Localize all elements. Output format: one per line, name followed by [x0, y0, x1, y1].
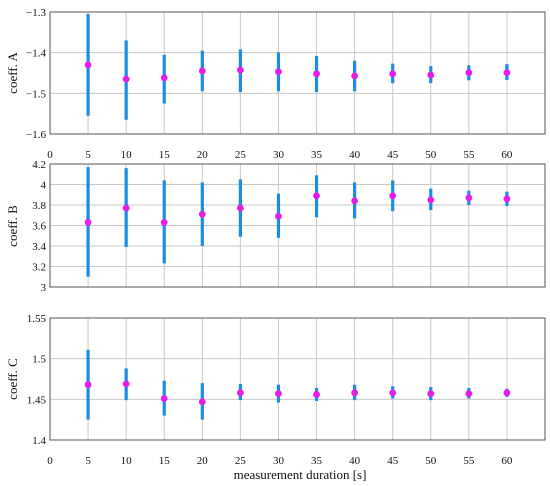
- x-tick-label-c: 0: [47, 455, 53, 467]
- data-point-c: [427, 390, 435, 398]
- y-tick-label-c: 1.5: [32, 354, 46, 366]
- data-point-a: [160, 74, 168, 82]
- x-tick-label-c: 60: [501, 455, 513, 467]
- data-point-a: [198, 67, 206, 75]
- ylabel-a: coeff. A: [5, 52, 20, 94]
- x-tick-label-a: 25: [235, 149, 247, 161]
- data-point-b: [351, 197, 359, 205]
- x-tick-label-a: 30: [273, 149, 285, 161]
- data-point-c: [198, 398, 206, 406]
- x-tick-label-a: 20: [197, 149, 209, 161]
- y-tick-label-c: 1.45: [27, 394, 47, 406]
- y-tick-label-c: 1.55: [27, 313, 47, 325]
- y-tick-label-a: −1.3: [26, 7, 46, 19]
- data-point-c: [160, 395, 168, 402]
- y-tick-label-b: 3.6: [32, 221, 46, 233]
- plot-frame-b: [49, 163, 546, 288]
- data-point-b: [84, 219, 92, 226]
- x-tick-label-c: 50: [425, 455, 437, 467]
- x-tick-label-c: 45: [387, 455, 399, 467]
- data-point-b: [122, 204, 130, 212]
- data-point-a: [351, 72, 359, 80]
- x-tick-label-c: 20: [197, 455, 209, 467]
- ylabel-c: coeff. C: [5, 358, 20, 400]
- x-tick-label-a: 45: [387, 149, 399, 161]
- data-point-b: [389, 192, 397, 200]
- x-tick-label-a: 55: [463, 149, 475, 161]
- data-point-c: [313, 391, 320, 398]
- x-tick-label-a: 35: [311, 149, 323, 161]
- data-point-a: [313, 70, 320, 78]
- y-tick-label-a: −1.5: [26, 88, 46, 100]
- plot-frame-c: [49, 317, 546, 441]
- data-point-b: [236, 204, 244, 212]
- xlabel-c: measurement duration [s]: [234, 467, 367, 482]
- y-tick-label-b: 4: [41, 180, 47, 192]
- ylabel-b: coeff. B: [5, 205, 20, 247]
- data-point-c: [351, 389, 359, 397]
- data-point-b: [275, 212, 282, 220]
- data-point-b: [160, 219, 168, 226]
- data-point-c: [389, 389, 397, 397]
- data-point-a: [427, 71, 435, 79]
- y-tick-label-c: 1.4: [32, 435, 46, 447]
- x-tick-label-c: 5: [85, 455, 91, 467]
- y-tick-label-b: 3.2: [32, 262, 46, 274]
- data-point-b: [427, 196, 435, 204]
- x-tick-label-c: 55: [463, 455, 475, 467]
- x-tick-label-c: 40: [349, 455, 361, 467]
- chart-c-plot-area: 0 5 10 15 20 25 30 35 40 45 50 55 60 1.55 1.5 1.45 1.4: [27, 313, 546, 467]
- plot-frame-a: [49, 11, 546, 135]
- x-tick-label-a: 0: [47, 149, 53, 161]
- y-tick-label-b: 3: [41, 282, 47, 294]
- data-point-c: [503, 389, 511, 397]
- x-tick-label-c: 30: [273, 455, 285, 467]
- panel-a: 0 5 10 15 20 25 30 35 40 45 50 55 60 −1.3 −1.4 −1.5 −1.6…: [5, 7, 546, 161]
- panel-c: 0 5 10 15 20 25 30 35 40 45 50 55 60 1.55 1.5 1.45 1.4 c…: [5, 313, 546, 482]
- y-tick-label-a: −1.4: [26, 48, 46, 60]
- x-tick-label-a: 40: [349, 149, 361, 161]
- chart-b-plot-area: 4.2 4 3.8 3.6 3.4 3.2 3: [32, 159, 546, 294]
- data-point-a: [465, 69, 473, 76]
- y-tick-label-a: −1.6: [26, 129, 46, 141]
- x-tick-label-a: 50: [425, 149, 437, 161]
- x-tick-label-c: 35: [311, 455, 323, 467]
- panel-b: 4.2 4 3.8 3.6 3.4 3.2 3 coeff. B: [5, 159, 546, 294]
- data-point-b: [198, 210, 206, 218]
- data-point-c: [465, 390, 473, 398]
- data-point-a: [389, 70, 397, 78]
- data-point-c: [122, 380, 130, 388]
- chart-a-plot-area: 0 5 10 15 20 25 30 35 40 45 50 55 60 −1.3 −1.4 −1.5 −1.6: [26, 7, 546, 161]
- y-tick-label-b: 3.8: [32, 200, 46, 212]
- x-tick-label-a: 60: [501, 149, 513, 161]
- data-point-a: [84, 61, 92, 69]
- x-tick-label-c: 10: [121, 455, 133, 467]
- data-point-a: [236, 66, 244, 74]
- data-point-c: [84, 381, 92, 389]
- data-point-b: [503, 195, 511, 203]
- data-point-a: [122, 75, 130, 83]
- x-tick-label-a: 15: [159, 149, 171, 161]
- x-tick-label-c: 15: [159, 455, 171, 467]
- data-point-a: [275, 68, 282, 76]
- x-tick-label-c: 25: [235, 455, 247, 467]
- x-tick-label-a: 5: [85, 149, 91, 161]
- y-tick-label-b: 4.2: [32, 159, 46, 171]
- y-tick-label-b: 3.4: [32, 241, 46, 253]
- data-point-c: [236, 389, 244, 397]
- data-point-b: [313, 192, 320, 200]
- x-tick-label-a: 10: [121, 149, 133, 161]
- data-point-c: [275, 390, 282, 398]
- data-point-a: [503, 69, 511, 76]
- data-point-b: [465, 194, 473, 202]
